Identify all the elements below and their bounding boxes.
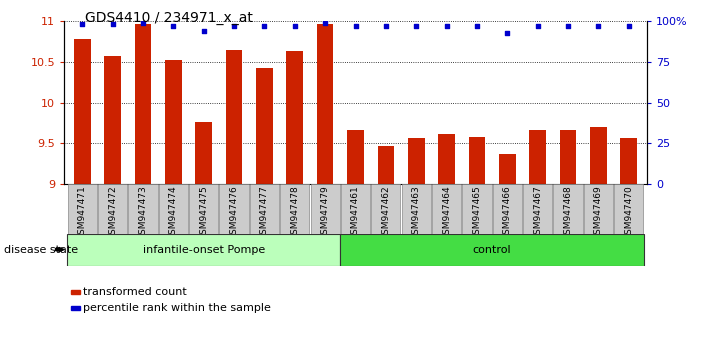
Text: GSM947468: GSM947468	[564, 185, 572, 240]
Bar	[159, 184, 188, 234]
Bar	[225, 50, 242, 184]
Point	[410, 23, 422, 29]
Text: GSM947479: GSM947479	[321, 185, 330, 240]
Point	[380, 23, 392, 29]
Bar	[220, 184, 249, 234]
Text: GSM947476: GSM947476	[230, 185, 238, 240]
Bar	[287, 51, 303, 184]
Point	[289, 23, 301, 29]
Text: GSM947475: GSM947475	[199, 185, 208, 240]
Bar	[67, 234, 341, 266]
Text: transformed count: transformed count	[83, 287, 187, 297]
Point	[532, 23, 543, 29]
Bar	[462, 184, 491, 234]
Bar	[250, 184, 279, 234]
Bar	[256, 68, 273, 184]
Text: GSM947471: GSM947471	[77, 185, 87, 240]
Text: control: control	[473, 245, 511, 255]
Bar	[317, 24, 333, 184]
Bar	[341, 184, 370, 234]
Point	[168, 23, 179, 29]
Text: GSM947478: GSM947478	[290, 185, 299, 240]
Bar	[584, 184, 613, 234]
Bar	[530, 130, 546, 184]
Bar	[378, 146, 394, 184]
Bar	[499, 154, 515, 184]
Text: GSM947473: GSM947473	[139, 185, 147, 240]
Bar	[98, 184, 127, 234]
Point	[228, 23, 240, 29]
Bar	[432, 184, 461, 234]
Bar	[614, 184, 643, 234]
Bar	[347, 130, 364, 184]
Text: disease state: disease state	[4, 245, 77, 255]
Text: GDS4410 / 234971_x_at: GDS4410 / 234971_x_at	[85, 11, 253, 25]
Bar	[280, 184, 309, 234]
Point	[319, 20, 331, 26]
Bar	[105, 56, 121, 184]
Bar	[560, 130, 577, 184]
Text: GSM947477: GSM947477	[260, 185, 269, 240]
Bar	[189, 184, 218, 234]
Text: GSM947465: GSM947465	[473, 185, 481, 240]
Point	[107, 22, 118, 27]
Text: GSM947464: GSM947464	[442, 185, 451, 240]
Point	[77, 22, 88, 27]
Bar	[311, 184, 340, 234]
Point	[198, 28, 209, 34]
Bar	[621, 138, 637, 184]
Point	[441, 23, 452, 29]
Point	[259, 23, 270, 29]
Point	[350, 23, 361, 29]
Point	[471, 23, 483, 29]
Text: GSM947466: GSM947466	[503, 185, 512, 240]
Text: GSM947462: GSM947462	[381, 185, 390, 240]
Text: GSM947472: GSM947472	[108, 185, 117, 240]
Point	[502, 30, 513, 35]
Bar	[165, 59, 181, 184]
Point	[593, 23, 604, 29]
Point	[562, 23, 574, 29]
Bar	[402, 184, 431, 234]
Text: GSM947463: GSM947463	[412, 185, 421, 240]
Bar	[134, 24, 151, 184]
Bar	[371, 184, 400, 234]
Point	[623, 23, 634, 29]
Bar	[408, 138, 424, 184]
Bar	[68, 184, 97, 234]
Bar	[553, 184, 582, 234]
Bar	[469, 137, 486, 184]
Text: GSM947467: GSM947467	[533, 185, 542, 240]
Text: GSM947470: GSM947470	[624, 185, 634, 240]
Bar	[341, 234, 644, 266]
Bar	[438, 133, 455, 184]
Text: GSM947461: GSM947461	[351, 185, 360, 240]
Text: infantile-onset Pompe: infantile-onset Pompe	[142, 245, 264, 255]
Bar	[129, 184, 158, 234]
Bar	[74, 39, 90, 184]
Text: GSM947469: GSM947469	[594, 185, 603, 240]
Point	[137, 20, 149, 26]
Bar	[590, 127, 606, 184]
Bar	[196, 122, 212, 184]
Text: percentile rank within the sample: percentile rank within the sample	[83, 303, 271, 313]
Bar	[523, 184, 552, 234]
Text: GSM947474: GSM947474	[169, 185, 178, 240]
Bar	[493, 184, 522, 234]
